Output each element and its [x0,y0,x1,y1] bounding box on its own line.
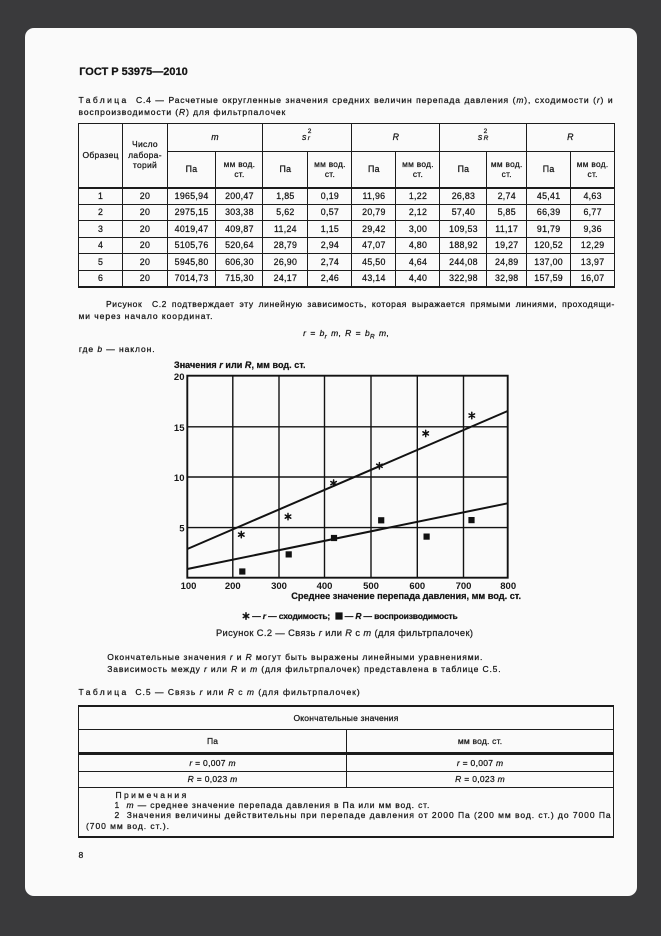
svg-text:400: 400 [317,581,333,592]
svg-text:300: 300 [271,581,287,592]
svg-text:10: 10 [174,473,185,484]
svg-text:20: 20 [174,372,185,383]
svg-text:200: 200 [225,581,241,592]
svg-text:800: 800 [500,581,516,592]
svg-text:100: 100 [181,581,197,592]
svg-text:15: 15 [174,423,185,434]
svg-text:500: 500 [363,581,379,592]
svg-text:5: 5 [179,524,185,535]
svg-text:600: 600 [409,581,425,592]
svg-text:700: 700 [456,581,472,592]
